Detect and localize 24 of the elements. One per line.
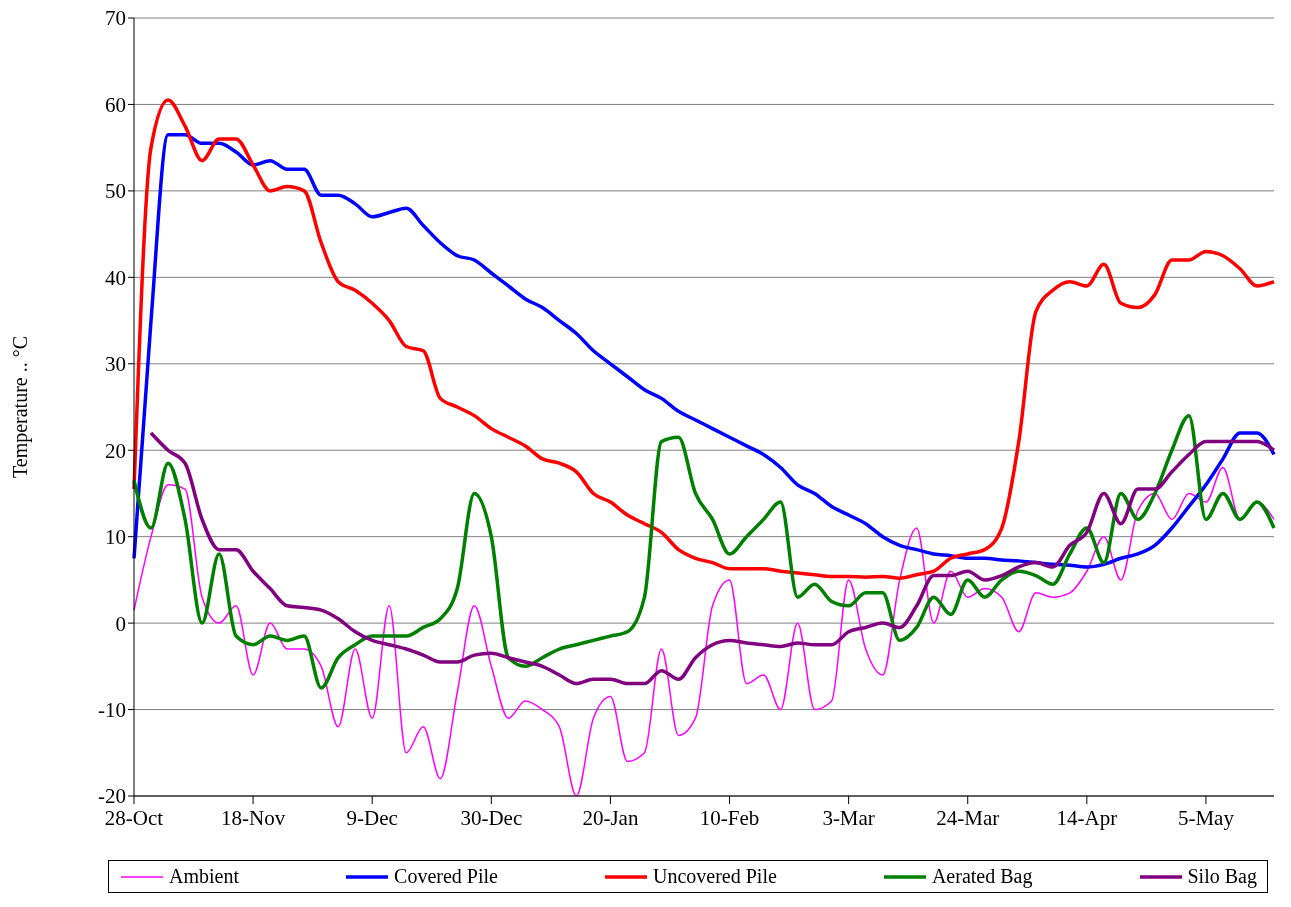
y-tick-label: 60: [105, 92, 126, 117]
x-tick-label: 30-Dec: [460, 805, 523, 830]
y-tick-label: 10: [105, 525, 126, 550]
x-tick-label: 24-Mar: [936, 805, 1000, 830]
legend-label: Covered Pile: [394, 865, 498, 888]
y-tick-label: -10: [98, 698, 126, 723]
x-tick-label: 20-Jan: [582, 805, 639, 830]
x-tick-label: 14-Apr: [1056, 805, 1118, 830]
x-tick-label: 3-Mar: [822, 805, 875, 830]
legend-label: Aerated Bag: [931, 865, 1033, 888]
y-tick-label: 20: [105, 438, 126, 463]
y-tick-label: 0: [115, 611, 126, 636]
legend-label: Ambient: [169, 865, 239, 888]
y-axis-title: Temperature .. °C: [9, 335, 33, 479]
y-tick-label: 40: [105, 265, 126, 290]
y-tick-label: 50: [105, 179, 126, 204]
x-tick-label: 5-May: [1177, 805, 1235, 830]
x-tick-label: 9-Dec: [346, 805, 398, 830]
x-tick-label: 10-Feb: [699, 805, 760, 830]
legend-label: Silo Bag: [1187, 865, 1257, 888]
y-tick-label: 70: [105, 6, 126, 31]
x-tick-label: 18-Nov: [221, 805, 286, 830]
legend-label: Uncovered Pile: [653, 865, 777, 888]
y-tick-label: 30: [105, 352, 126, 377]
